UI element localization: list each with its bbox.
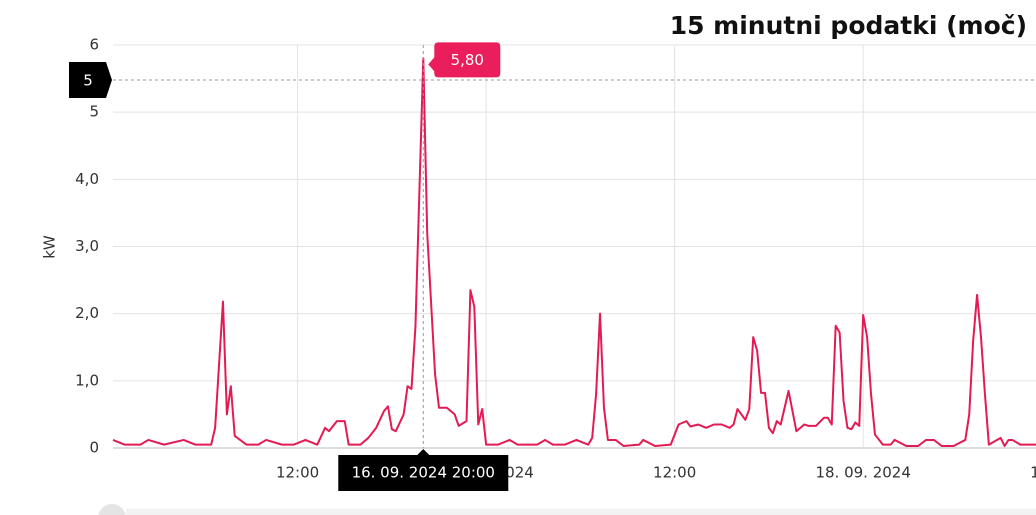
y-crosshair-label: 5 [83, 72, 93, 90]
grid [113, 44, 1036, 449]
scrollbar-handle[interactable] [98, 504, 126, 515]
y-tick-label: 0 [89, 439, 99, 457]
x-crosshair-box [338, 449, 509, 491]
y-tick-label: 2,0 [75, 304, 99, 322]
y-tick-label: 4,0 [75, 170, 99, 188]
data-line [112, 57, 1036, 447]
x-crosshair-label: 16. 09. 2024 20:00 [352, 464, 495, 482]
x-tick-label: 12:00 [653, 464, 696, 482]
y-tick-label: 5 [89, 103, 99, 121]
y-tick-label: 6 [89, 36, 99, 54]
y-axis-label: kW [41, 235, 59, 259]
scrollbar-track[interactable] [126, 509, 1036, 515]
y-crosshair-box [69, 62, 112, 98]
y-tick-label: 1,0 [75, 371, 99, 389]
y-tick-label: 3,0 [75, 237, 99, 255]
x-tick-label: 12:00 [1030, 464, 1036, 482]
x-tick-label: 18. 09. 2024 [815, 464, 910, 482]
x-tick-label: 12:00 [276, 464, 319, 482]
value-tooltip-label: 5,80 [451, 51, 484, 69]
chart-title: 15 minutni podatki (moč) [670, 11, 1027, 40]
value-tooltip [428, 42, 501, 78]
